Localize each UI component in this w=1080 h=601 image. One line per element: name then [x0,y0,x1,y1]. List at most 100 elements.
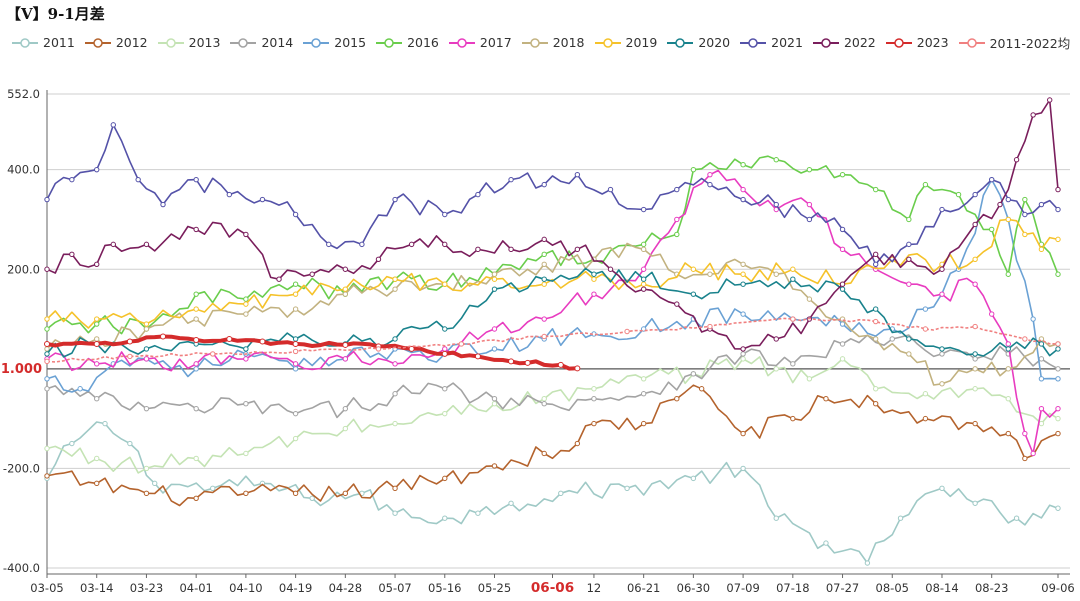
data-point [392,286,398,292]
x-tick-label: 06-21 [627,581,660,595]
legend-item-2015[interactable]: 2015 [303,35,366,50]
data-point [193,336,200,343]
data-point [972,420,978,427]
series-line [46,155,1059,335]
data-point [491,271,498,277]
data-point [607,266,614,272]
data-point [1005,430,1011,437]
legend-line-icon [740,37,767,48]
data-point [624,485,630,492]
x-tick-label: 07-18 [776,581,809,595]
data-point [69,251,75,258]
series-line [46,317,1059,363]
data-point [541,261,547,267]
data-point [1038,376,1045,382]
data-point [839,246,846,253]
data-point [442,281,448,287]
data-point [442,386,448,392]
legend-item-2021[interactable]: 2021 [740,35,803,50]
x-tick-label: 04-28 [329,581,362,595]
data-point [94,261,100,267]
current-value-label: 1.000 [1,362,42,377]
data-point [591,386,597,392]
data-point [342,405,349,412]
legend-label: 2020 [698,35,731,50]
legend-item-2019[interactable]: 2019 [594,35,657,50]
data-point [193,226,199,233]
data-point [193,366,199,372]
data-point [690,266,697,272]
data-point [591,396,597,402]
data-point [839,356,846,362]
legend-label: 2015 [334,35,367,50]
legend-label: 2023 [916,35,949,50]
data-point [408,345,415,352]
data-point [392,420,398,427]
data-point [872,336,879,342]
series-line [46,334,1059,419]
data-point [508,500,514,506]
legend-item-2011-2022均[interactable]: 2011-2022均 [958,33,1070,52]
data-point [342,286,349,292]
data-point [674,396,680,402]
data-point [375,346,382,352]
data-point [939,206,945,213]
data-point [292,306,299,312]
data-point [193,361,199,367]
data-point [955,191,962,198]
data-point [740,196,746,203]
legend-item-2017[interactable]: 2017 [448,35,512,50]
data-point [740,311,746,317]
legend-item-2018[interactable]: 2018 [521,35,585,50]
data-point [541,333,547,340]
data-point [292,410,299,417]
data-point [1013,515,1020,521]
data-point [44,351,50,357]
data-point [1038,201,1045,208]
data-point [143,321,150,327]
data-point [698,386,705,392]
legend-item-2022[interactable]: 2022 [812,35,876,50]
legend-label: 2017 [479,35,512,50]
data-point [1038,405,1045,412]
legend-item-2016[interactable]: 2016 [376,35,439,50]
data-point [839,171,846,178]
x-tick-label: 03-05 [30,581,63,595]
data-point [44,316,50,322]
data-point [475,246,481,253]
data-point [707,171,713,178]
data-point [1005,366,1011,372]
data-point [408,241,415,248]
data-point [342,425,349,432]
data-point [243,400,249,407]
data-point [773,201,779,208]
x-tick-label: 08-05 [876,581,909,595]
legend-item-2013[interactable]: 2013 [157,35,220,50]
data-point [342,356,349,362]
x-tick-label: 07-27 [826,581,859,595]
y-tick-label: 400.0 [7,163,40,177]
legend-item-2020[interactable]: 2020 [667,35,730,50]
data-point [1055,376,1061,382]
x-tick-label: 12 [587,581,602,595]
data-point [806,376,813,382]
data-point [897,515,904,521]
legend-item-2023[interactable]: 2023 [885,35,949,50]
data-point [442,475,448,482]
data-point [442,410,448,417]
data-point [44,340,50,347]
series-line [46,384,1059,507]
legend-item-2012[interactable]: 2012 [84,35,148,50]
legend-label: 2022 [843,35,876,50]
data-point [823,396,829,402]
data-point [44,386,50,392]
data-point [674,186,680,193]
legend-item-2011[interactable]: 2011 [12,35,75,50]
data-point [740,465,746,472]
data-point [740,271,746,277]
data-point [292,340,299,347]
legend-item-2014[interactable]: 2014 [230,35,293,50]
data-point [1005,341,1011,347]
x-tick-label: 03-23 [130,581,163,595]
data-point [342,490,349,497]
